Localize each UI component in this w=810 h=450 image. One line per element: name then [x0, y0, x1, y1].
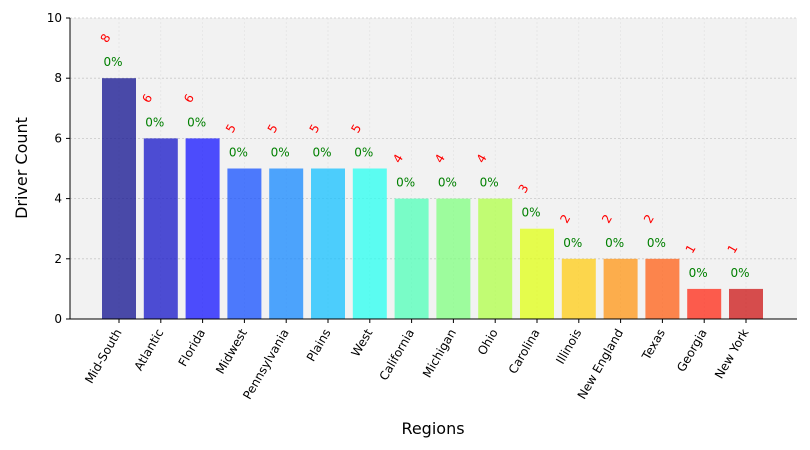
- y-tick-label: 2: [54, 252, 62, 266]
- bar-atlantic: [143, 138, 178, 319]
- percent-label: 0%: [187, 115, 206, 129]
- x-tick-label: New England: [575, 327, 626, 402]
- bar-michigan: [436, 198, 471, 319]
- percent-label: 0%: [647, 236, 666, 250]
- y-tick-label: 10: [47, 11, 62, 25]
- x-tick-label: Carolina: [506, 327, 543, 377]
- bar-plains: [311, 168, 345, 319]
- percent-label: 0%: [480, 176, 499, 190]
- percent-label: 0%: [605, 236, 624, 250]
- bar-ohio: [478, 198, 513, 319]
- bar-new-england: [603, 258, 638, 319]
- percent-label: 0%: [689, 266, 708, 280]
- y-tick-label: 0: [54, 312, 62, 326]
- x-tick-label: Plains: [304, 327, 334, 364]
- x-tick-label: West: [349, 326, 376, 359]
- bar-pennsylvania: [269, 168, 304, 319]
- bar-midwest: [227, 168, 262, 319]
- percent-label: 0%: [229, 146, 248, 160]
- x-tick-label: Pennsylvania: [240, 327, 292, 402]
- bar-carolina: [520, 228, 554, 319]
- percent-label: 0%: [396, 176, 415, 190]
- bar-illinois: [561, 258, 596, 319]
- x-tick-label: Ohio: [475, 327, 501, 358]
- x-tick-label: Mid-South: [82, 327, 124, 386]
- bar-west: [352, 168, 387, 319]
- axes: [69, 18, 797, 320]
- x-axis-title: Regions: [401, 419, 464, 438]
- bar-florida: [185, 138, 220, 319]
- bar-georgia: [687, 288, 722, 319]
- x-tick-label: Georgia: [674, 327, 710, 375]
- y-tick-label: 6: [54, 131, 62, 145]
- percent-label: 0%: [563, 236, 582, 250]
- percent-label: 0%: [354, 146, 373, 160]
- x-tick-label: Midwest: [213, 326, 250, 376]
- percent-label: 0%: [521, 206, 540, 220]
- percent-label: 0%: [271, 146, 290, 160]
- y-tick-label: 4: [54, 192, 62, 206]
- x-tick-label: New York: [712, 326, 752, 381]
- x-tick-label: California: [377, 327, 418, 383]
- percent-label: 0%: [438, 176, 457, 190]
- bar-texas: [645, 258, 680, 319]
- percent-label: 0%: [312, 146, 331, 160]
- x-tick-label: Texas: [639, 327, 668, 364]
- bar-california: [394, 198, 429, 319]
- bar-new-york: [729, 288, 763, 319]
- percent-label: 0%: [103, 55, 122, 69]
- x-tick-label: Illinois: [553, 327, 584, 367]
- x-tick-label: Michigan: [420, 327, 459, 381]
- percent-label: 0%: [145, 115, 164, 129]
- x-tick-label: Atlantic: [131, 327, 166, 374]
- x-tick-label: Florida: [176, 327, 209, 369]
- y-tick-label: 8: [54, 71, 62, 85]
- y-axis-title: Driver Count: [12, 117, 31, 219]
- percent-label: 0%: [730, 266, 749, 280]
- bars: [102, 78, 763, 319]
- bar-mid-south: [102, 78, 136, 319]
